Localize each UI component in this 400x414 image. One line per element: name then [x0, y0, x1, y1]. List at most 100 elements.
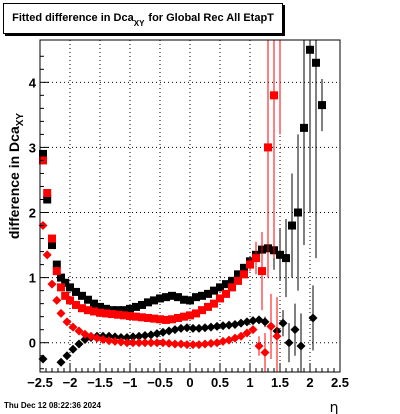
chart-title: Fitted difference in DcaXY for Global Rec… — [4, 12, 282, 28]
x-tick-label: −1 — [123, 375, 138, 390]
data-point — [72, 287, 80, 296]
data-point — [72, 300, 80, 309]
data-point — [140, 331, 150, 341]
data-point — [120, 311, 128, 320]
x-tick-label: −2 — [63, 375, 78, 390]
data-point — [288, 221, 296, 230]
data-point — [216, 283, 224, 292]
data-point — [144, 313, 152, 322]
data-point — [294, 208, 302, 217]
axes: −2.5 −2 −1.5 −1 −0.5 0 0.5 1 1.5 2 2.5 0 1 2 3 4 — [27, 55, 349, 390]
data-point — [264, 143, 272, 152]
data-point — [132, 312, 140, 321]
data-point — [158, 338, 168, 348]
data-point — [42, 250, 52, 260]
data-point — [66, 283, 74, 292]
data-point — [194, 323, 204, 333]
y-axis-label-main: difference in Dca — [6, 126, 22, 239]
data-point — [57, 283, 65, 292]
data-point — [61, 278, 70, 287]
data-point — [318, 101, 326, 110]
data-point — [138, 313, 146, 322]
series-squares-red — [39, 40, 281, 324]
data-point — [128, 332, 138, 342]
data-point — [170, 339, 180, 349]
data-point — [206, 322, 216, 332]
data-point — [270, 91, 278, 100]
data-point — [132, 302, 140, 311]
data-point — [120, 306, 128, 315]
data-point — [128, 338, 138, 348]
data-point — [39, 149, 47, 158]
data-point — [260, 347, 270, 357]
data-point — [158, 327, 168, 337]
data-point — [236, 331, 246, 341]
data-point — [74, 326, 84, 336]
data-point — [234, 270, 242, 279]
data-point — [260, 317, 270, 327]
data-point — [134, 338, 144, 348]
data-point — [200, 323, 210, 333]
data-point — [78, 304, 86, 313]
data-point — [122, 338, 132, 348]
x-tick-label: 2 — [306, 375, 313, 390]
data-point — [188, 323, 198, 333]
data-point — [78, 291, 86, 300]
data-point — [188, 340, 198, 350]
data-point — [96, 302, 104, 311]
data-point — [200, 339, 210, 349]
x-tick-label: 0.5 — [211, 375, 229, 390]
data-point — [174, 293, 182, 302]
data-point — [52, 295, 62, 305]
data-point — [43, 188, 52, 197]
data-point — [254, 341, 264, 351]
data-point — [126, 312, 134, 321]
data-point — [240, 263, 248, 272]
x-axis-label: η — [330, 400, 339, 414]
data-point — [246, 260, 254, 269]
x-tick-label: 1.5 — [271, 375, 289, 390]
data-point — [216, 294, 224, 303]
data-point — [162, 293, 170, 302]
data-point — [218, 336, 228, 346]
data-point — [222, 280, 230, 289]
data-point — [210, 299, 218, 308]
x-tick-label: −1.5 — [87, 375, 113, 390]
data-point — [180, 312, 188, 321]
data-point — [224, 320, 234, 330]
timestamp: Thu Dec 12 08:22:36 2024 — [4, 401, 101, 410]
data-point — [150, 314, 158, 323]
data-point — [186, 311, 194, 320]
data-point — [126, 304, 134, 313]
data-point — [192, 309, 200, 318]
data-point — [308, 313, 318, 323]
data-point — [152, 338, 162, 348]
data-point — [38, 354, 48, 364]
data-point — [48, 241, 56, 250]
data-point — [180, 295, 188, 304]
data-point — [290, 325, 300, 335]
data-point — [90, 307, 98, 316]
data-point — [90, 299, 98, 308]
data-point — [150, 296, 158, 305]
data-point — [296, 341, 306, 351]
data-point — [84, 295, 92, 304]
data-point — [252, 254, 260, 263]
y-tick-label: 0 — [29, 336, 36, 351]
data-point — [240, 270, 248, 279]
data-point — [52, 260, 61, 269]
data-point — [48, 234, 56, 243]
data-point — [168, 291, 176, 300]
data-point — [266, 321, 276, 331]
data-point — [210, 286, 218, 295]
data-point — [56, 357, 66, 367]
data-point — [174, 313, 182, 322]
data-point — [110, 332, 120, 342]
data-point — [248, 325, 258, 335]
data-point — [234, 276, 242, 285]
y-tick-label: 3 — [29, 140, 36, 155]
data-point — [62, 351, 72, 361]
data-point — [114, 306, 122, 315]
data-point — [242, 328, 252, 338]
